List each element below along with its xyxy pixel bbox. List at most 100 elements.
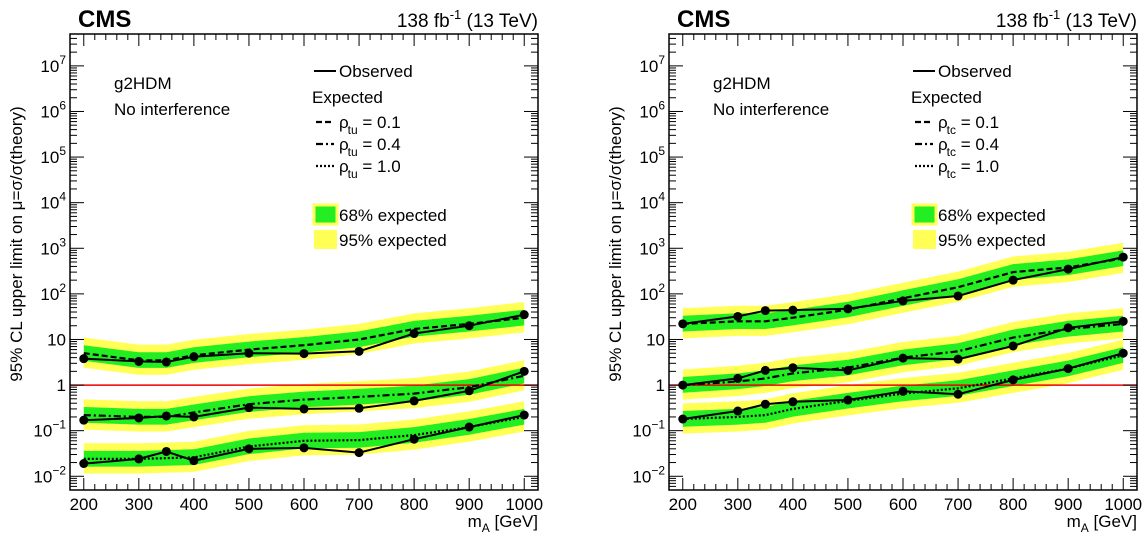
observed-point (134, 454, 144, 464)
y-tick-base: 10 (40, 285, 59, 304)
x-tick-label: 300 (724, 495, 752, 514)
x-tick-label: 300 (125, 495, 153, 514)
y-tick-base: 10 (632, 467, 651, 486)
observed-point (409, 434, 419, 444)
y-tick-base: 10 (47, 330, 66, 349)
y-tick-label: 107 (639, 53, 665, 76)
observed-point (1118, 348, 1128, 358)
legend-rho-value: = 1.0 (956, 157, 999, 176)
observed-point (898, 386, 908, 396)
x-tick-label: 900 (455, 495, 483, 514)
observed-point (244, 348, 254, 358)
y-tick-exponent: 2 (59, 281, 66, 295)
legend-rho-label: ρtc = 1.0 (938, 157, 999, 181)
band-68-expected-2 (83, 408, 525, 467)
x-tick-label: 200 (669, 495, 697, 514)
x-tick-label: 500 (235, 495, 263, 514)
y-tick-base: 1 (656, 376, 665, 395)
legend-observed-label: Observed (938, 62, 1012, 81)
x-tick-label: 400 (779, 495, 807, 514)
observed-line-rho-0.1 (83, 313, 525, 364)
y-tick-base: 10 (639, 285, 658, 304)
x-axis-var: m (1067, 512, 1081, 531)
observed-point (1063, 323, 1073, 333)
legend-rho-subscript: tc (947, 167, 956, 181)
y-tick-label: 10 (646, 330, 665, 349)
observed-line-rho-0.1 (682, 256, 1124, 325)
y-tick-label: 102 (639, 281, 665, 304)
x-tick-label: 800 (999, 495, 1027, 514)
observed-line-rho-1 (83, 414, 525, 465)
legend-rho-label: ρtu = 0.4 (339, 135, 401, 159)
observed-point (299, 349, 309, 359)
observed-point (760, 365, 770, 375)
x-tick-label: 200 (70, 495, 98, 514)
lumi-value: 138 fb (996, 11, 1049, 32)
observed-point (953, 291, 963, 301)
observed-point (898, 353, 908, 363)
legend-expected-header: Expected (911, 88, 982, 107)
y-tick-label: 102 (40, 281, 66, 304)
band-68-expected-1 (83, 367, 525, 425)
lumi-label: 138 fb-1 (13 TeV) (996, 7, 1137, 32)
observed-point (788, 363, 798, 373)
y-tick-label: 105 (639, 144, 665, 167)
observed-point (161, 446, 171, 456)
legend-rho-value: = 0.1 (358, 113, 401, 132)
legend-95-label: 95% expected (938, 231, 1046, 250)
y-tick-base: 10 (639, 102, 658, 121)
legend-rho-symbol: ρ (339, 135, 349, 154)
x-tick-label: 600 (889, 495, 917, 514)
legend-68-label: 68% expected (339, 206, 447, 225)
observed-point (409, 329, 419, 339)
legend-rho-label: ρtc = 0.1 (938, 113, 999, 137)
x-axis-unit: [GeV] (490, 512, 538, 531)
observed-point (843, 365, 853, 375)
legend-rho-value: = 0.1 (956, 113, 999, 132)
model-name: g2HDM (713, 74, 771, 93)
y-tick-exponent: −2 (651, 463, 665, 477)
y-tick-label: 10−1 (33, 418, 66, 441)
lumi-exponent: -1 (450, 7, 462, 22)
legend-68-swatch (911, 203, 938, 226)
observed-point (189, 412, 199, 422)
observed-point (134, 356, 144, 366)
observed-point (1118, 316, 1128, 326)
y-tick-base: 10 (40, 102, 59, 121)
observed-point (1008, 341, 1018, 351)
x-axis-var: m (468, 512, 482, 531)
legend-expected-header: Expected (312, 88, 383, 107)
expected-line-rho-0.4 (682, 322, 1124, 387)
legend-rho-subscript: tu (348, 145, 358, 159)
lumi-energy: (13 TeV) (461, 11, 538, 32)
y-tick-exponent: −1 (52, 418, 66, 432)
y-tick-exponent: 4 (658, 190, 665, 204)
observed-point (760, 306, 770, 316)
y-tick-base: 10 (40, 239, 59, 258)
observed-point (788, 397, 798, 407)
expected-line-rho-1 (83, 415, 525, 460)
y-tick-base: 10 (40, 57, 59, 76)
y-tick-label: 106 (639, 98, 665, 121)
x-tick-label: 700 (345, 495, 373, 514)
observed-point (843, 395, 853, 405)
legend-95-label: 95% expected (339, 231, 447, 250)
lumi-label: 138 fb-1 (13 TeV) (397, 7, 538, 32)
legend-rho-subscript: tc (947, 123, 956, 137)
x-axis-unit: [GeV] (1089, 512, 1137, 531)
observed-point (79, 415, 89, 425)
legend-rho-subscript: tc (947, 145, 956, 159)
y-tick-base: 10 (632, 422, 651, 441)
x-tick-label: 900 (1054, 495, 1082, 514)
cms-label: CMS (677, 6, 730, 33)
legend-rho-symbol: ρ (938, 135, 948, 154)
observed-point (134, 413, 144, 423)
y-tick-exponent: 5 (658, 144, 665, 158)
legend-rho-subscript: tu (348, 167, 358, 181)
x-tick-label: 800 (400, 495, 428, 514)
observed-point (244, 444, 254, 454)
observed-point (299, 404, 309, 414)
observed-point (733, 373, 743, 383)
observed-point (79, 354, 89, 364)
